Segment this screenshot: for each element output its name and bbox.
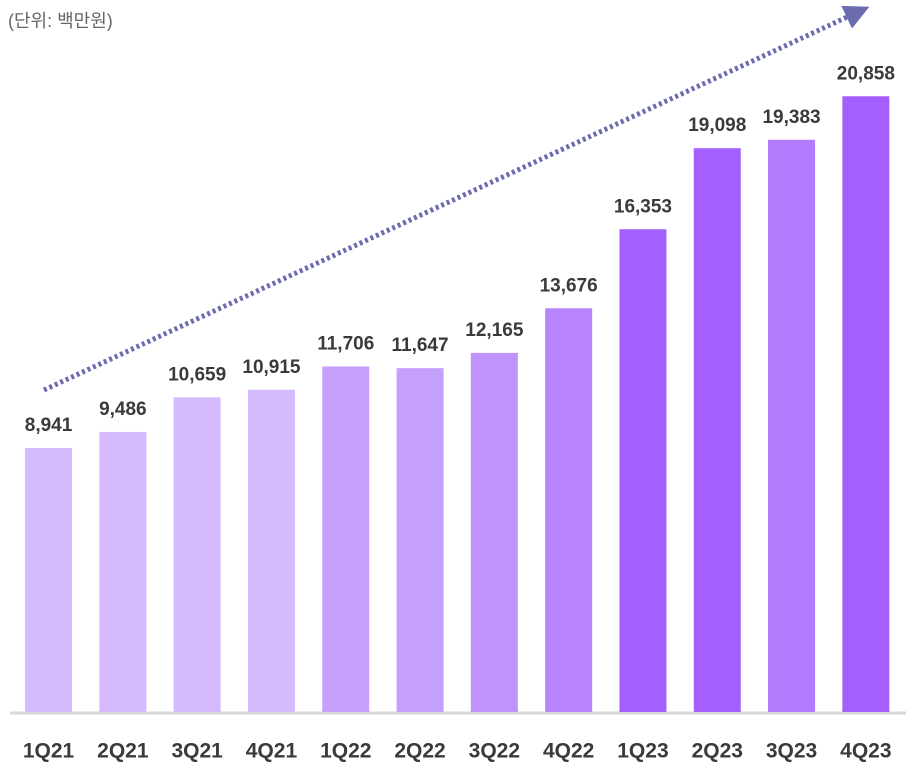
bar [99, 431, 147, 712]
bar [396, 368, 444, 712]
value-label: 8,941 [25, 415, 73, 436]
x-tick-label: 1Q22 [320, 740, 371, 763]
bar [842, 96, 890, 712]
x-tick-label: 3Q21 [171, 740, 223, 763]
x-tick-label: 1Q21 [23, 740, 75, 763]
value-label: 20,858 [837, 63, 895, 84]
bar [768, 139, 816, 713]
bar [693, 148, 741, 712]
bar [322, 366, 370, 712]
x-tick-label: 1Q23 [617, 740, 668, 763]
bar [173, 397, 221, 712]
bar [25, 448, 73, 712]
x-tick-label: 3Q22 [469, 740, 520, 763]
value-label: 11,706 [317, 333, 374, 354]
value-label: 16,353 [614, 196, 672, 217]
value-label: 9,486 [99, 399, 147, 420]
x-tick-label: 4Q22 [543, 740, 594, 763]
bar [247, 389, 295, 712]
value-label: 19,383 [762, 107, 820, 128]
x-tick-label: 4Q23 [840, 740, 891, 763]
value-label: 11,647 [392, 335, 449, 356]
bar [545, 308, 593, 712]
x-tick-label: 2Q21 [97, 740, 149, 763]
x-tick-label: 3Q23 [766, 740, 817, 763]
value-label: 13,676 [540, 275, 598, 296]
unit-label: (단위: 백만원) [8, 11, 113, 31]
value-label: 12,165 [465, 320, 524, 341]
value-label: 19,098 [688, 115, 746, 136]
x-tick-label: 2Q22 [394, 740, 445, 763]
x-tick-label: 4Q21 [246, 740, 298, 763]
value-label: 10,915 [242, 357, 301, 378]
bar [619, 229, 667, 712]
x-tick-label: 2Q23 [692, 740, 743, 763]
value-label: 10,659 [168, 364, 226, 385]
bar [470, 352, 518, 712]
